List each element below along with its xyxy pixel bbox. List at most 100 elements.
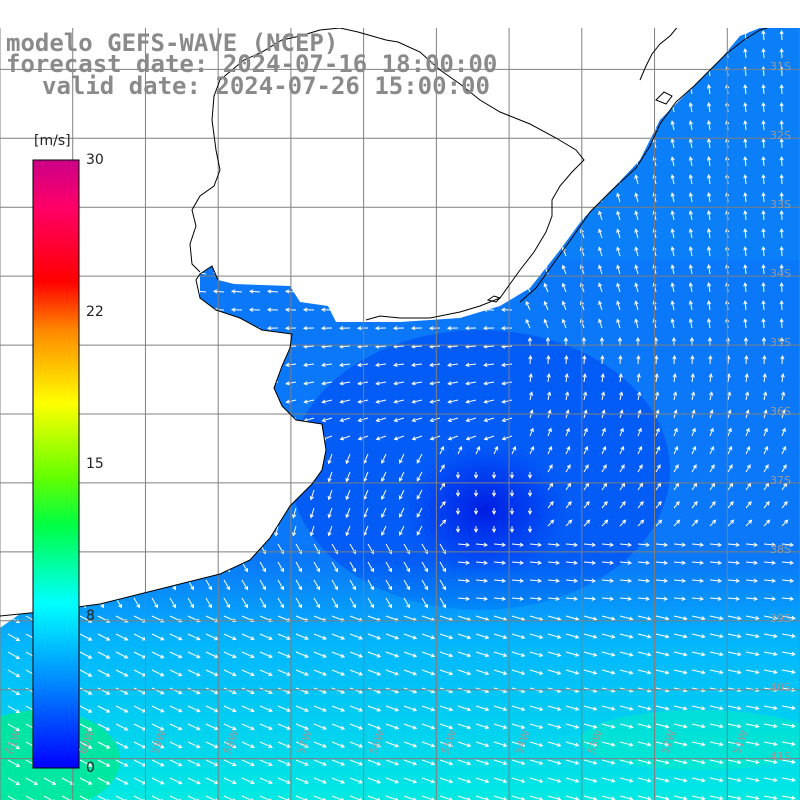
arrow-icon <box>141 215 153 221</box>
arrow-icon <box>0 124 9 131</box>
arrow-icon <box>266 289 279 294</box>
arrow-icon <box>709 705 724 711</box>
arrow-icon <box>321 234 333 239</box>
arrow-icon <box>302 326 315 331</box>
arrow-icon <box>97 561 105 573</box>
arrow-icon <box>709 651 724 657</box>
arrow-icon <box>0 307 9 312</box>
arrow-icon <box>277 669 291 676</box>
arrow-icon <box>158 326 171 331</box>
arrow-icon <box>185 507 190 520</box>
arrow-icon <box>259 741 273 748</box>
arrow-icon <box>428 307 441 312</box>
latitude-label: 41S <box>770 749 791 763</box>
arrow-icon <box>375 179 387 185</box>
arrow-icon <box>277 759 291 766</box>
arrow-icon <box>509 508 515 516</box>
arrow-icon <box>761 101 766 113</box>
arrow-icon <box>87 215 99 221</box>
arrow-icon <box>430 161 441 167</box>
arrow-icon <box>745 519 753 527</box>
arrow-icon <box>529 560 543 565</box>
arrow-icon <box>475 542 489 547</box>
arrow-icon <box>637 500 644 509</box>
arrow-icon <box>124 124 135 131</box>
arrow-icon <box>385 777 400 784</box>
arrow-icon <box>448 142 459 149</box>
arrow-icon <box>691 777 706 783</box>
arrow-icon <box>7 687 21 696</box>
arrow-icon <box>393 381 405 386</box>
arrow-icon <box>483 362 495 367</box>
arrow-icon <box>169 741 183 749</box>
arrow-icon <box>340 161 351 167</box>
arrow-icon <box>331 777 346 784</box>
arrow-icon <box>241 633 255 641</box>
arrow-icon <box>213 252 225 257</box>
arrow-icon <box>561 156 567 167</box>
arrow-icon <box>690 373 695 383</box>
arrow-icon <box>105 179 117 185</box>
arrow-icon <box>0 252 9 257</box>
arrow-icon <box>466 142 477 149</box>
arrow-icon <box>601 759 616 765</box>
arrow-icon <box>466 124 477 131</box>
arrow-icon <box>223 651 237 659</box>
arrow-icon <box>394 124 405 131</box>
arrow-icon <box>673 560 687 565</box>
arrow-icon <box>525 174 531 185</box>
arrow-icon <box>761 119 766 131</box>
arrow-icon <box>96 489 101 502</box>
arrow-icon <box>619 669 634 675</box>
arrow-icon <box>349 705 364 712</box>
arrow-icon <box>525 102 531 113</box>
arrow-icon <box>87 399 99 404</box>
arrow-icon <box>0 197 9 203</box>
arrow-icon <box>706 156 712 167</box>
arrow-icon <box>598 120 603 131</box>
arrow-icon <box>655 500 662 509</box>
arrow-icon <box>149 489 154 502</box>
arrow-icon <box>7 795 21 800</box>
arrow-icon <box>601 427 606 437</box>
arrow-icon <box>439 651 454 658</box>
arrow-icon <box>706 282 712 293</box>
arrow-icon <box>203 453 208 465</box>
arrow-icon <box>634 300 639 311</box>
arrow-icon <box>274 489 279 501</box>
arrow-icon <box>133 561 141 573</box>
arrow-icon <box>259 669 273 676</box>
arrow-icon <box>781 669 796 674</box>
arrow-icon <box>411 362 423 367</box>
arrow-icon <box>429 197 441 203</box>
arrow-icon <box>598 318 603 329</box>
arrow-icon <box>691 596 705 601</box>
arrow-icon <box>97 759 111 767</box>
arrow-icon <box>167 525 172 538</box>
arrow-icon <box>464 289 477 294</box>
arrow-icon <box>691 391 696 401</box>
arrow-icon <box>493 741 508 748</box>
arrow-icon <box>414 31 423 41</box>
arrow-icon <box>15 215 27 221</box>
arrow-icon <box>416 471 423 482</box>
arrow-icon <box>115 723 129 731</box>
arrow-icon <box>509 490 515 498</box>
arrow-icon <box>393 362 405 367</box>
arrow-icon <box>151 723 165 731</box>
arrow-icon <box>133 597 141 609</box>
arrow-icon <box>403 651 418 658</box>
arrow-icon <box>745 560 759 565</box>
arrow-icon <box>195 252 207 257</box>
arrow-icon <box>411 381 423 386</box>
arrow-icon <box>266 326 279 331</box>
arrow-icon <box>543 138 549 149</box>
arrow-icon <box>598 210 603 221</box>
arrow-icon <box>616 84 621 95</box>
arrow-icon <box>457 777 472 784</box>
arrow-icon <box>583 777 598 783</box>
arrow-icon <box>321 399 333 404</box>
arrow-icon <box>781 596 795 601</box>
arrow-icon <box>259 579 267 591</box>
